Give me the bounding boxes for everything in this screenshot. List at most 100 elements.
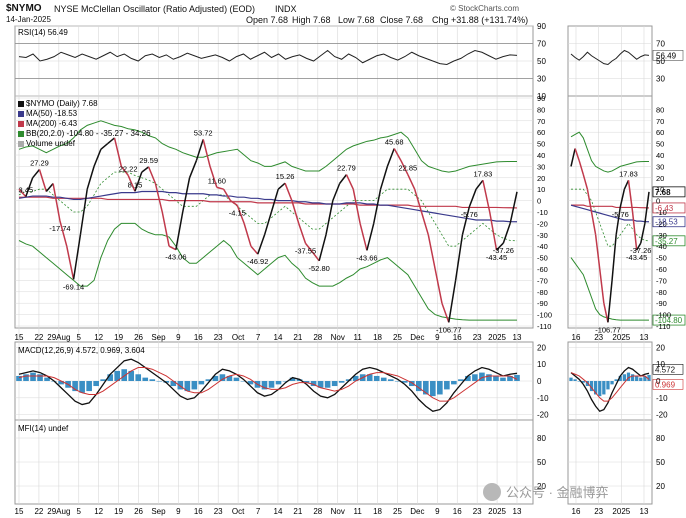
macd-histogram-bar (184, 381, 191, 392)
side-macd-histogram-bar (589, 381, 594, 392)
main-tick-label: -10 (537, 208, 548, 217)
side-price-segment (607, 280, 613, 323)
x-label-top: Nov (331, 333, 345, 342)
side-macd-histogram-bar (581, 381, 585, 383)
price-segment (223, 188, 232, 201)
macd-histogram-bar (437, 381, 443, 395)
macd-histogram-bar (401, 381, 408, 383)
x-label-top: 15 (15, 333, 24, 342)
macd-histogram-bar (142, 377, 149, 381)
side-x-label-bottom: 13 (640, 507, 649, 516)
legend-ma200: MA(200) -6.43 (26, 119, 78, 128)
side-price-segment (644, 191, 650, 224)
macd-histogram-bar (233, 377, 240, 381)
x-label-top: Dec (410, 333, 424, 342)
chg-label: Chg +31.88 (+131.74%) (432, 15, 529, 25)
side-main-value-box (652, 235, 686, 247)
x-label-bottom: 7 (256, 507, 261, 516)
side-price-annotation: -37.26 (630, 246, 651, 255)
price-segment (304, 242, 313, 253)
side-x-label-bottom: 2025 (612, 507, 630, 516)
x-label-bottom: 28 (313, 507, 322, 516)
main-tick-label: -100 (537, 311, 552, 320)
price-segment (339, 174, 348, 184)
price-segment (311, 251, 320, 262)
x-label-top: 18 (373, 333, 382, 342)
side-main-tick: -80 (656, 288, 667, 297)
macd-histogram-bar (451, 381, 457, 385)
symbol-label: $NYMO (6, 3, 42, 14)
side-macd-histogram-bar (610, 381, 614, 385)
side-price-segment (594, 234, 601, 270)
side-macd-histogram-bar (630, 374, 635, 381)
x-label-top: 16 (194, 333, 203, 342)
price-segment (93, 149, 102, 167)
side-price-segment (590, 211, 597, 235)
macd-histogram-bar (177, 381, 184, 390)
x-label-bottom: Nov (331, 507, 345, 516)
price-annotation: -43.45 (486, 253, 507, 262)
price-segment (366, 223, 375, 251)
x-label-top: 23 (214, 333, 223, 342)
side-bb-upper-line (570, 131, 649, 173)
x-label-bottom: 25 (393, 507, 402, 516)
main-tick-label: -40 (537, 242, 548, 251)
price-annotation: 22.85 (398, 164, 417, 173)
macd-histogram-bar (472, 374, 478, 381)
side-price-segment (611, 234, 617, 281)
ma50-line (18, 190, 518, 223)
x-label-top: 28 (313, 333, 322, 342)
price-segment (400, 160, 409, 175)
price-segment (127, 174, 136, 192)
price-segment (195, 139, 204, 161)
side-price-segment (578, 160, 585, 175)
macd-histogram-bar (366, 374, 373, 381)
price-annotation: -4.15 (229, 208, 246, 217)
macd-histogram-bar (156, 381, 163, 382)
side-price-annotation: -106.77 (595, 325, 620, 334)
date-label: 14-Jan-2025 (6, 15, 51, 24)
legend-bb: BB(20,2.0) -104.80 - -35.27 - 34.26 (26, 129, 151, 138)
price-segment (66, 246, 75, 280)
side-price-segment (574, 148, 580, 161)
macd-histogram-bar (324, 381, 331, 388)
side-price-segment (570, 148, 576, 167)
macd-histogram-bar (338, 381, 345, 383)
price-segment (161, 211, 170, 247)
side-macd-histogram-bar (606, 381, 610, 390)
macd-histogram-bar (296, 379, 303, 381)
macd-histogram-bar (163, 381, 170, 383)
main-tick-label: -110 (537, 322, 551, 331)
main-tick-label: -60 (537, 265, 548, 274)
side-x-label-top: 16 (572, 333, 581, 342)
main-tick-label: 20 (537, 174, 545, 183)
price-segment (352, 189, 361, 224)
side-macd-tick: 20 (656, 343, 665, 352)
x-label-top: 19 (114, 333, 123, 342)
x-label-bottom: 21 (293, 507, 302, 516)
x-label-top: 9 (435, 333, 440, 342)
side-main-value: 7.68 (655, 188, 671, 197)
symbol-name: NYSE McClellan Oscillator (Ratio Adjuste… (54, 4, 256, 14)
price-segment (373, 189, 382, 224)
main-tick-label: -20 (537, 219, 548, 228)
macd-line (18, 358, 518, 412)
price-annotation: -43.66 (356, 253, 377, 262)
price-segment (291, 200, 300, 224)
price-segment (236, 205, 245, 224)
macd-histogram-bar (373, 375, 380, 381)
legend-ma50: MA(50) -18.53 (26, 109, 78, 118)
price-segment (113, 137, 123, 167)
annotations: 27.29 3.45 -17.74 -69.14 22.22 8.15 29.59 53.72… (19, 128, 652, 334)
macd-tick-label: 10 (537, 360, 546, 369)
price-segment (277, 182, 286, 190)
gridlines (15, 25, 652, 504)
main-series (18, 120, 518, 323)
price-segment (18, 188, 27, 198)
side-main-tick: -20 (656, 219, 667, 228)
macd-histogram-bar (37, 374, 43, 381)
x-label-top: 13 (513, 333, 522, 342)
side-main-tick: -30 (656, 231, 667, 240)
price-annotation: -106.77 (436, 325, 461, 334)
ma200-line (19, 196, 518, 209)
